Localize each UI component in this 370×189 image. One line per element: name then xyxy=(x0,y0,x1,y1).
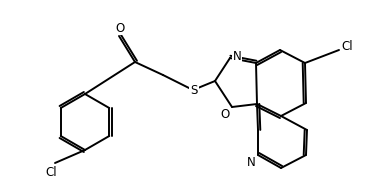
Text: O: O xyxy=(115,22,125,35)
Text: N: N xyxy=(247,156,255,170)
Text: S: S xyxy=(190,84,198,98)
Text: N: N xyxy=(233,50,241,63)
Text: Cl: Cl xyxy=(341,40,353,53)
Text: Cl: Cl xyxy=(45,166,57,178)
Text: O: O xyxy=(221,108,230,121)
